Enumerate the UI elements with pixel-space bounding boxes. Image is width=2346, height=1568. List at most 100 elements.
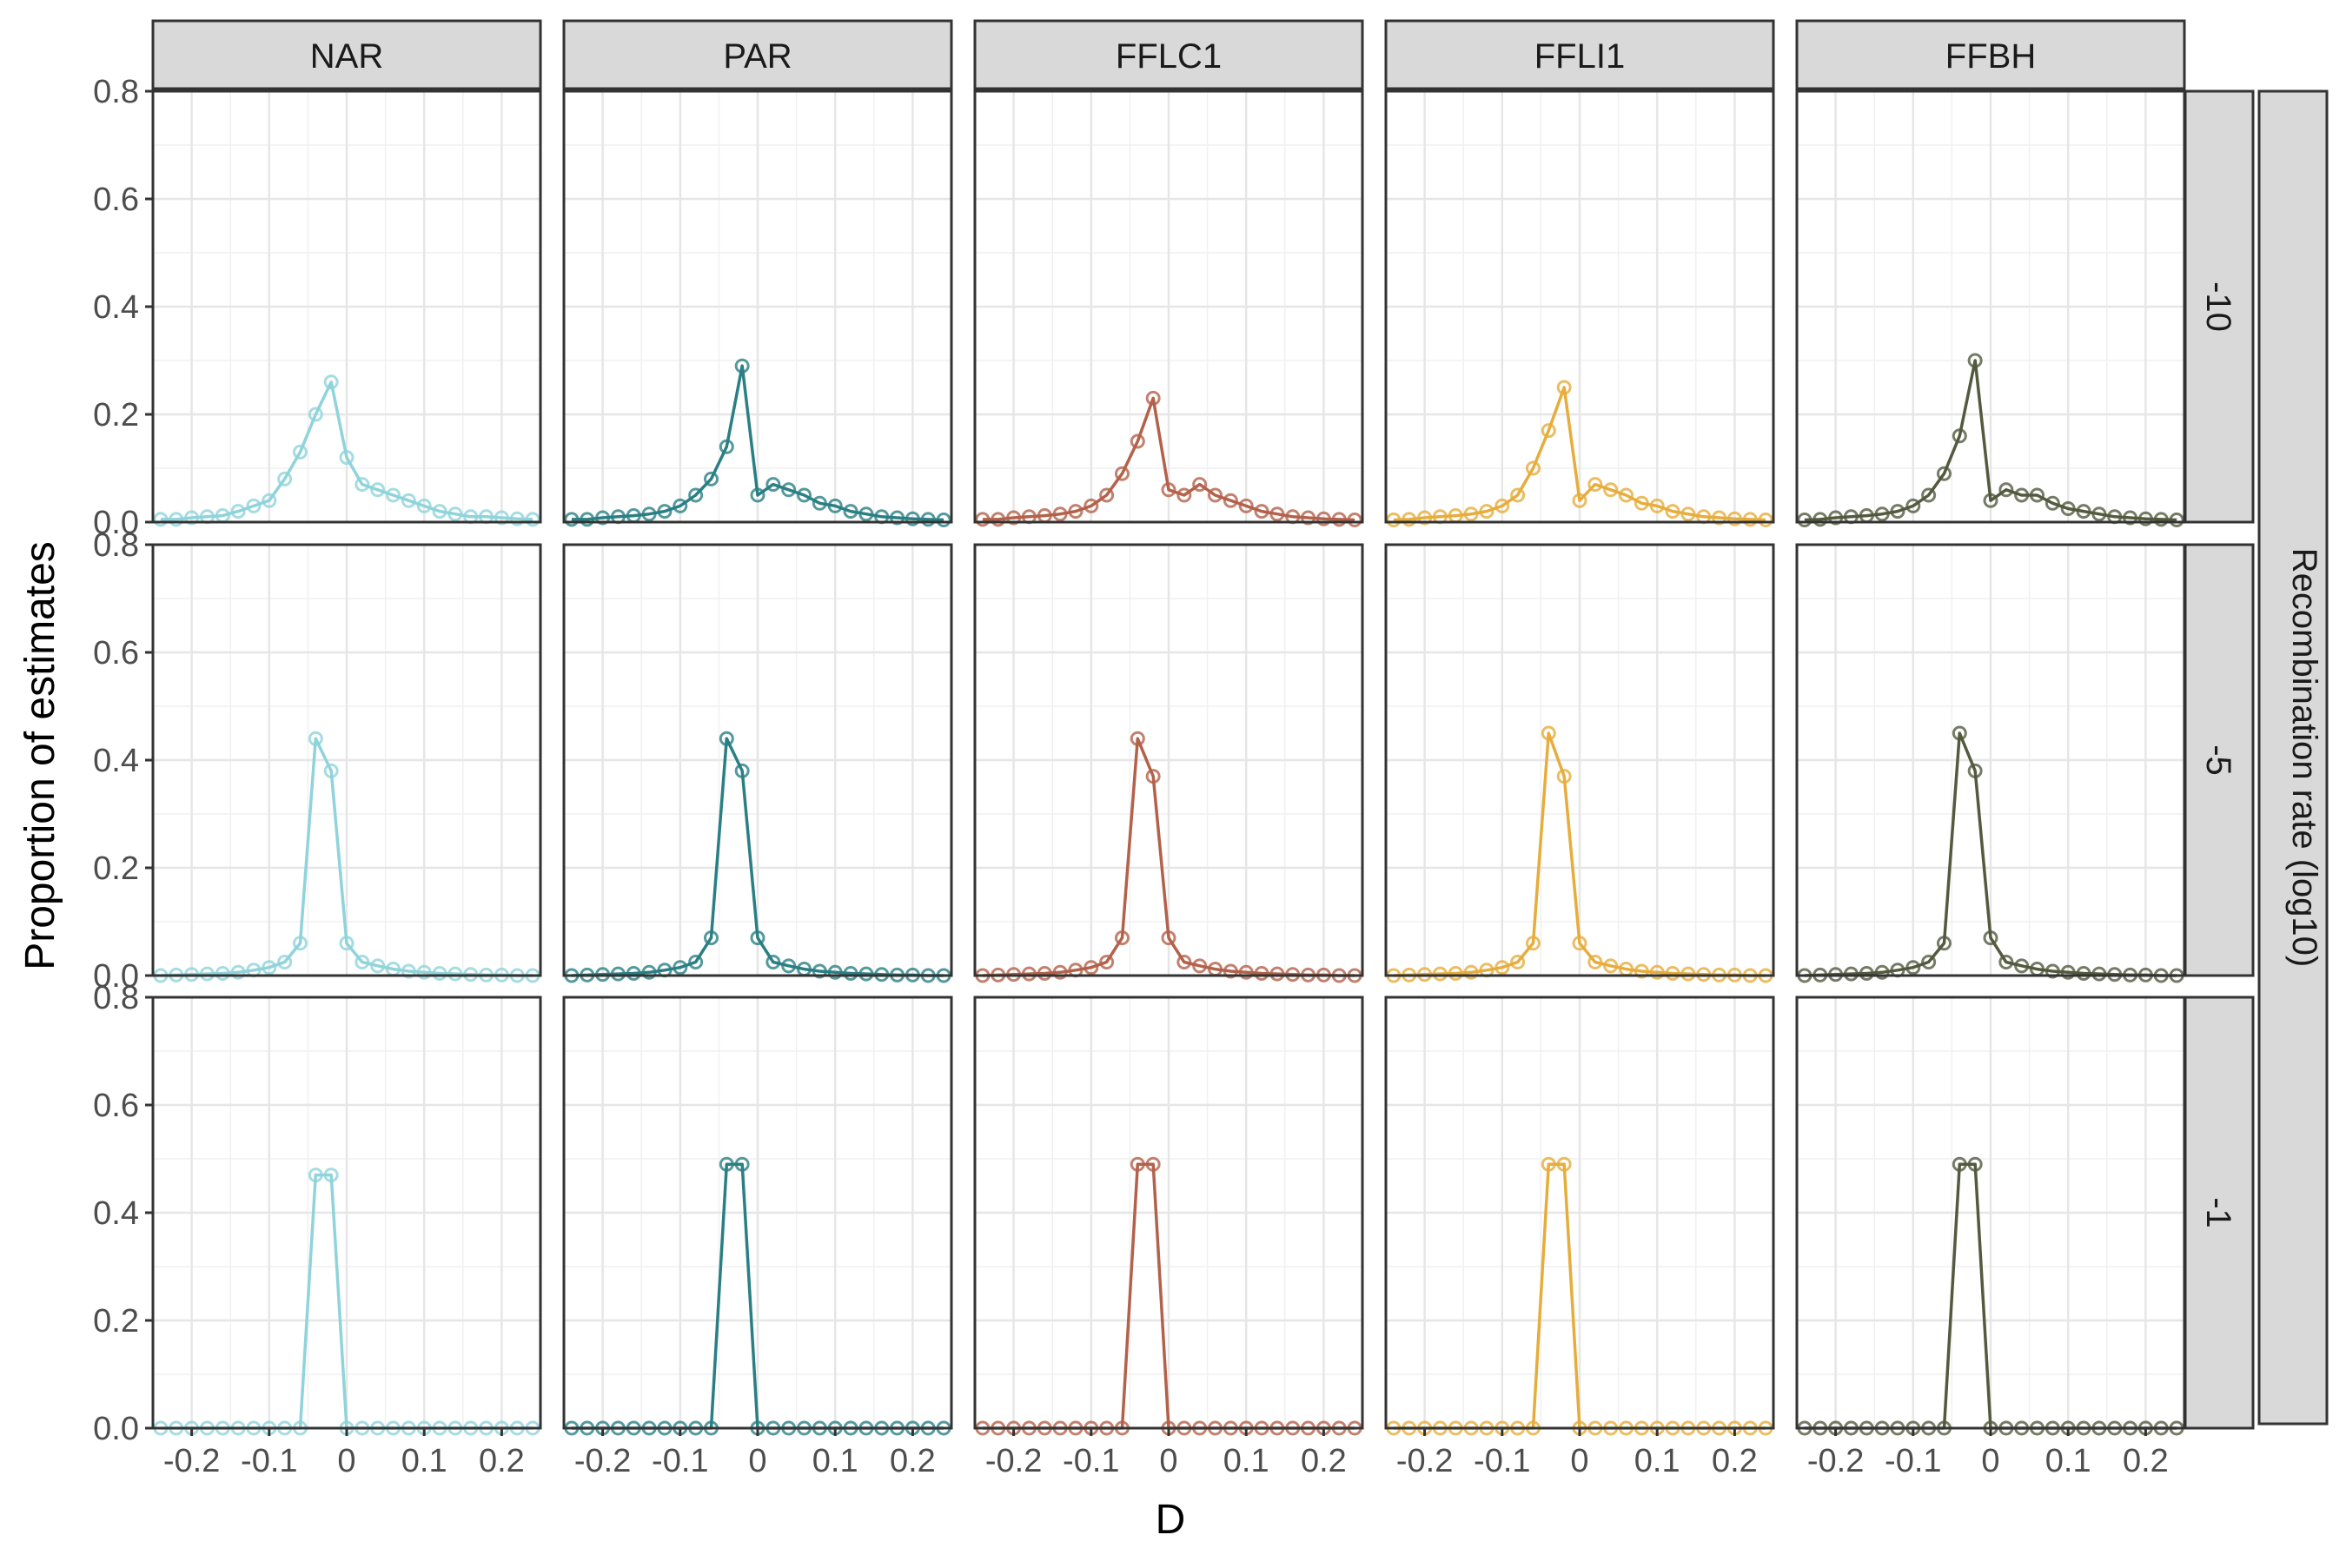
data-point	[1680, 966, 1696, 982]
data-point	[812, 495, 827, 511]
data-point	[920, 512, 936, 527]
data-point	[1494, 960, 1510, 976]
data-point	[610, 966, 626, 982]
data-point	[1967, 763, 1983, 778]
data-point	[1890, 504, 1905, 519]
data-point	[1037, 966, 1052, 982]
data-point	[626, 966, 641, 982]
data-point	[1828, 510, 1844, 526]
x-tick-label: 0.1	[812, 1443, 858, 1479]
data-point	[1998, 955, 2014, 969]
data-point	[153, 512, 169, 527]
x-tick-label: 0.1	[2045, 1443, 2091, 1479]
data-point	[292, 936, 308, 951]
data-point	[641, 964, 657, 980]
x-tick-label: 0.2	[890, 1443, 936, 1479]
data-point	[1541, 1156, 1556, 1172]
row-strip-title-box	[2257, 89, 2329, 1426]
data-point	[781, 958, 797, 974]
data-point	[2060, 501, 2076, 516]
data-point	[641, 506, 657, 522]
data-point	[184, 510, 200, 526]
series-line-fflc1-row0	[982, 396, 1355, 522]
data-point	[2123, 510, 2138, 526]
panel-frame-ffli1-0	[1384, 89, 1775, 524]
series-line-nar-row0	[160, 380, 533, 521]
data-point	[1021, 966, 1037, 982]
data-point	[1130, 731, 1145, 746]
x-tick-label: 0	[1981, 1443, 1999, 1479]
data-point	[975, 512, 991, 527]
x-tick-label: -0.1	[1885, 1443, 1941, 1479]
column-strip-label-par: PAR	[723, 37, 792, 76]
x-tick-label: 0.2	[1712, 1443, 1758, 1479]
column-strip-ffli1	[1384, 19, 1775, 90]
data-point	[323, 763, 339, 778]
data-point	[1176, 955, 1192, 969]
x-tick-label: -0.2	[1396, 1443, 1453, 1479]
data-point	[277, 471, 293, 486]
x-tick-label: -0.2	[163, 1443, 220, 1479]
row-strip-label-1: -5	[2199, 744, 2237, 776]
x-tick-label: 0.1	[1223, 1443, 1269, 1479]
y-tick-label: 0.4	[93, 289, 139, 326]
y-tick-label: 0.6	[93, 1088, 139, 1124]
data-point	[580, 512, 595, 527]
series-line-par-row0	[571, 364, 944, 522]
data-point	[2091, 506, 2107, 522]
data-point	[447, 506, 463, 522]
x-tick-label: -0.2	[1807, 1443, 1864, 1479]
x-tick-label: 0.1	[401, 1443, 447, 1479]
row-strip-2	[2184, 996, 2255, 1430]
data-point	[2076, 966, 2091, 982]
data-point	[719, 1156, 734, 1172]
strips-layer: NAR PAR FFLC1 FFLI1 FFBH -10 -5 -1	[151, 19, 2255, 1430]
data-point	[1649, 498, 1665, 513]
x-tick-label: 0.2	[2123, 1443, 2169, 1479]
data-point	[323, 1168, 339, 1183]
data-point	[797, 487, 812, 503]
x-tick-label: 0	[748, 1443, 766, 1479]
y-tick-label: 0.2	[93, 1303, 139, 1340]
data-point	[2076, 504, 2091, 519]
data-point	[1238, 498, 1254, 513]
data-point	[719, 731, 734, 746]
data-point	[1084, 498, 1099, 513]
x-tick-label: -0.2	[985, 1443, 1042, 1479]
data-point	[1099, 487, 1115, 503]
data-point	[1254, 966, 1269, 982]
data-point	[1386, 513, 1402, 528]
y-tick-label: 0.6	[93, 635, 139, 672]
panel-frame-par-1	[562, 543, 953, 977]
x-tick-label: 0	[1159, 1443, 1177, 1479]
data-point	[1921, 955, 1937, 969]
data-point	[1099, 955, 1115, 969]
data-point	[2014, 958, 2030, 974]
data-point	[1936, 936, 1952, 951]
data-point	[525, 512, 540, 527]
data-point	[905, 511, 920, 526]
y-tick-label: 0.6	[93, 182, 139, 218]
data-point	[1494, 498, 1510, 513]
data-point	[1114, 466, 1130, 481]
row-strip-0	[2184, 89, 2255, 524]
data-point	[199, 966, 215, 982]
data-point	[1726, 511, 1742, 526]
x-tick-label: -0.2	[574, 1443, 631, 1479]
data-point	[781, 482, 797, 498]
data-point	[1448, 966, 1463, 982]
data-point	[1556, 769, 1572, 784]
data-point	[308, 1168, 323, 1183]
data-point	[564, 512, 580, 527]
data-point	[169, 512, 184, 527]
data-point	[1649, 964, 1665, 980]
data-point	[1952, 725, 1967, 741]
data-point	[494, 510, 509, 526]
data-point	[936, 513, 951, 528]
data-point	[262, 493, 277, 508]
data-point	[2044, 495, 2060, 511]
data-point	[858, 966, 874, 982]
data-point	[1758, 513, 1773, 528]
data-point	[2153, 512, 2169, 527]
data-point	[2091, 966, 2107, 982]
